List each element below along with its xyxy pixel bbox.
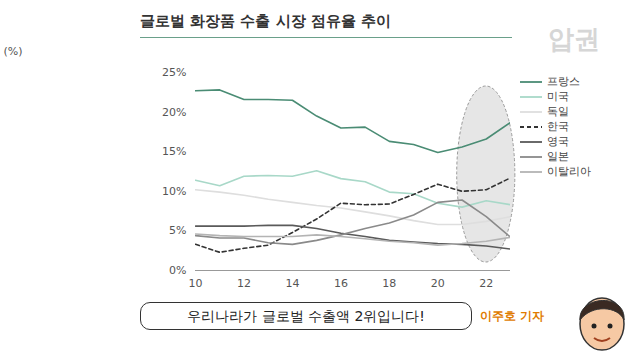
- html-text:우리나라가 글로벌 수출액 2위입니다!: 우리나라가 글로벌 수출액 2위입니다!: [187, 308, 425, 324]
- svg-text:18: 18: [382, 277, 396, 290]
- svg-text:15%: 15%: [162, 145, 186, 158]
- html-text:압권: 압권: [548, 24, 600, 54]
- html-text:이탈리아: 이탈리아: [547, 165, 591, 178]
- svg-text:0%: 0%: [169, 264, 186, 277]
- svg-text:16: 16: [334, 277, 348, 290]
- html-text:프랑스: 프랑스: [547, 75, 580, 88]
- html-text:일본: 일본: [547, 150, 569, 163]
- html-text:독일: 독일: [547, 105, 569, 118]
- svg-text:25%: 25%: [162, 66, 186, 79]
- svg-text:10%: 10%: [162, 185, 186, 198]
- html-text:글로벌 화장품 수출 시장 점유율 추이: 글로벌 화장품 수출 시장 점유율 추이: [140, 12, 392, 30]
- html-text:한국: 한국: [547, 120, 569, 133]
- svg-text:5%: 5%: [169, 224, 186, 237]
- html-text:미국: 미국: [547, 90, 569, 103]
- svg-text:14: 14: [285, 277, 299, 290]
- svg-text:20%: 20%: [162, 106, 186, 119]
- svg-text:10: 10: [189, 277, 203, 290]
- html-text:영국: 영국: [547, 135, 569, 148]
- svg-text:12: 12: [237, 277, 251, 290]
- svg-text:20: 20: [431, 277, 445, 290]
- svg-text:(%): (%): [4, 45, 23, 58]
- svg-text:22: 22: [479, 277, 493, 290]
- html-text:이주호 기자: 이주호 기자: [480, 309, 545, 323]
